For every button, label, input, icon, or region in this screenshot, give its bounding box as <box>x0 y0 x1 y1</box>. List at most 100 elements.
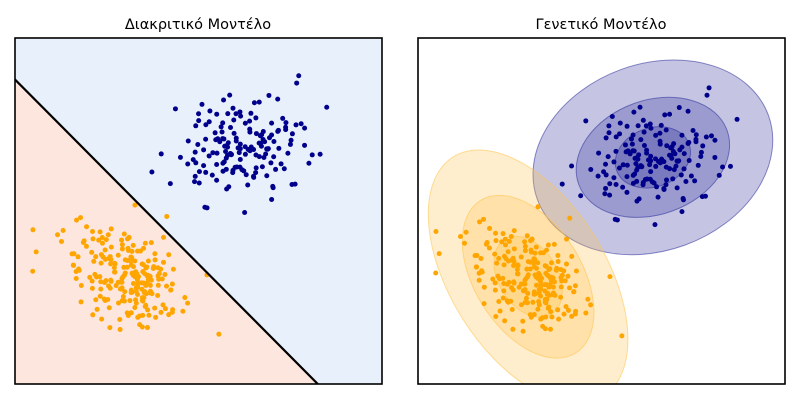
data-point <box>177 154 183 160</box>
data-point <box>162 271 168 277</box>
data-point <box>573 268 579 274</box>
data-point <box>242 210 248 216</box>
data-point <box>685 108 691 114</box>
data-point <box>493 238 499 244</box>
data-point <box>97 229 103 235</box>
data-point <box>458 233 464 239</box>
data-point <box>288 137 294 143</box>
data-point <box>60 228 66 234</box>
data-point <box>107 325 113 331</box>
data-point <box>130 242 136 248</box>
data-point <box>493 314 499 320</box>
data-point <box>99 240 105 246</box>
data-point <box>681 151 687 157</box>
data-point <box>671 141 677 147</box>
data-point <box>253 170 259 176</box>
data-point <box>236 150 242 156</box>
data-point <box>648 169 654 175</box>
data-point <box>159 276 165 282</box>
data-point <box>281 166 287 172</box>
data-point <box>161 234 167 240</box>
data-point <box>135 281 141 287</box>
data-point <box>528 247 534 253</box>
data-point <box>515 263 521 269</box>
data-point <box>678 172 684 178</box>
plot-background <box>418 38 785 384</box>
data-point <box>538 250 544 256</box>
data-point <box>478 256 484 262</box>
data-point <box>269 132 275 138</box>
data-point <box>537 279 543 285</box>
data-point <box>199 101 205 107</box>
data-point <box>727 163 733 169</box>
data-point <box>664 143 670 149</box>
data-point <box>655 194 661 200</box>
data-point <box>476 277 482 283</box>
data-point <box>532 291 538 297</box>
data-point <box>603 135 609 141</box>
data-point <box>289 182 295 188</box>
scatter-points <box>30 73 330 337</box>
data-point <box>166 312 172 318</box>
data-point <box>700 143 706 149</box>
data-point <box>98 279 104 285</box>
data-point <box>116 300 122 306</box>
data-point <box>490 276 496 282</box>
data-point <box>121 264 127 270</box>
data-point <box>142 240 148 246</box>
data-point <box>271 154 277 160</box>
data-point <box>706 85 712 91</box>
data-point <box>613 182 619 188</box>
generative-title: Γενετικό Μοντέλο <box>535 17 666 33</box>
data-point <box>433 229 439 235</box>
data-point <box>527 312 533 318</box>
data-point <box>201 147 207 153</box>
data-point <box>535 204 541 210</box>
data-point <box>495 273 501 279</box>
data-point <box>686 158 692 163</box>
data-point <box>309 152 315 158</box>
data-point <box>220 136 226 142</box>
data-point <box>544 247 550 253</box>
data-point <box>69 251 75 257</box>
data-point <box>551 279 557 285</box>
plot-frame <box>14 37 383 385</box>
data-point <box>145 273 151 279</box>
data-point <box>142 289 148 295</box>
data-point <box>661 159 667 165</box>
data-point <box>518 254 524 260</box>
data-point <box>265 146 271 152</box>
data-point <box>270 185 276 191</box>
data-point <box>237 156 243 162</box>
data-point <box>226 184 232 190</box>
data-point <box>96 237 102 243</box>
data-point <box>514 266 520 272</box>
data-point <box>132 305 138 311</box>
data-point <box>97 293 103 299</box>
data-point <box>98 286 104 292</box>
data-point <box>614 217 620 223</box>
data-point <box>505 249 511 255</box>
data-point <box>148 240 154 246</box>
data-point <box>84 224 90 230</box>
data-point <box>260 129 266 135</box>
data-point <box>695 162 701 168</box>
data-point <box>522 239 528 245</box>
data-point <box>73 275 79 281</box>
data-point <box>630 180 636 186</box>
data-point <box>302 142 308 148</box>
data-point <box>669 155 675 161</box>
data-point <box>563 304 569 310</box>
data-point <box>152 305 158 311</box>
data-point <box>259 164 265 170</box>
data-point <box>567 285 573 291</box>
data-point <box>287 141 293 147</box>
data-point <box>247 126 253 132</box>
data-point <box>546 267 552 273</box>
data-point <box>101 296 107 302</box>
data-point <box>543 270 549 276</box>
data-point <box>275 96 281 102</box>
data-point <box>220 168 226 174</box>
data-point <box>127 298 133 304</box>
data-point <box>502 236 508 242</box>
